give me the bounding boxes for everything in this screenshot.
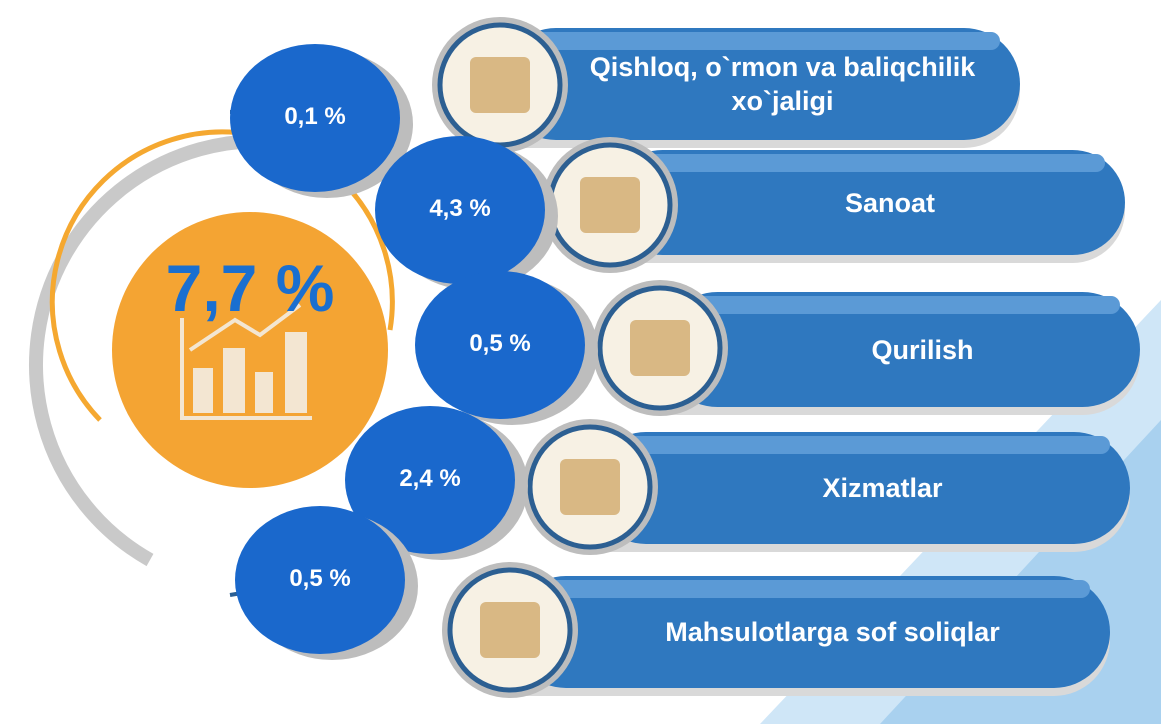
icon — [470, 57, 530, 113]
icon — [560, 459, 620, 515]
item-label: Sanoat — [685, 150, 1095, 255]
total-value: 7,7 % — [130, 250, 370, 326]
item-value: 2,4 % — [360, 465, 500, 493]
icon — [580, 177, 640, 233]
item-value: 0,1 % — [245, 103, 385, 131]
item-label: Xizmatlar — [665, 432, 1100, 544]
icon — [480, 602, 540, 658]
item-value: 0,5 % — [250, 565, 390, 593]
item-label: Qishloq, o`rmon va baliqchilik xo`jaligi — [575, 28, 990, 140]
infographic: 7,7 % 0,1 % Qishloq, o`rmon va baliqchili… — [0, 0, 1161, 724]
item-value: 0,5 % — [430, 330, 570, 358]
icon — [630, 320, 690, 376]
item-label: Mahsulotlarga sof soliqlar — [585, 576, 1080, 688]
item-value: 4,3 % — [390, 195, 530, 223]
item-label: Qurilish — [735, 292, 1110, 407]
